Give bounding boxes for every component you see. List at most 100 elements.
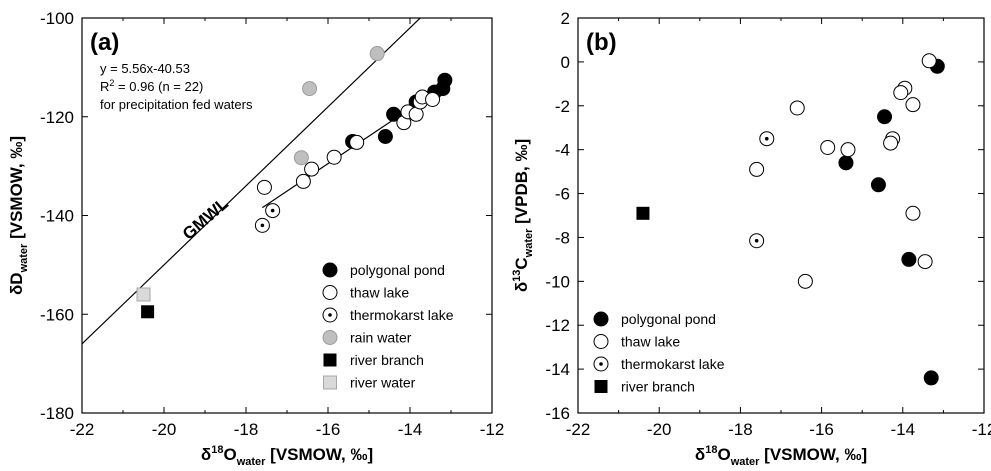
data-point (923, 370, 939, 386)
y-tick-label: -140 (40, 207, 74, 226)
panel-label: (b) (586, 29, 617, 56)
data-point (905, 97, 921, 113)
y-axis-label: δ13Cwater [VPDB, ‰] (511, 139, 535, 292)
data-point (349, 134, 365, 150)
x-tick-label: -12 (480, 420, 505, 439)
x-tick-label: -20 (152, 420, 177, 439)
data-point (326, 149, 342, 165)
x-tick-label: -14 (891, 420, 916, 439)
r-squared-annotation: R2 = 0.96 (n = 22) (100, 78, 203, 94)
legend: polygonal pond thaw lake thermokarst lake r… (593, 311, 725, 395)
gmwl-line (82, 18, 422, 345)
legend-marker (594, 380, 608, 393)
data-point (636, 206, 650, 220)
data-point (141, 305, 155, 319)
legend-marker (323, 353, 337, 367)
legend-label: river branch (350, 352, 424, 368)
legend-label: thaw lake (621, 334, 680, 350)
x-axis-label: δ18Owater [VSMOW, ‰] (695, 444, 867, 468)
data-point (820, 139, 836, 155)
regression-equation: y = 5.56x-40.53 (100, 61, 190, 76)
data-point (265, 203, 281, 219)
legend-label: polygonal pond (350, 262, 445, 278)
data-point (386, 106, 402, 122)
legend-label: river water (350, 375, 416, 391)
x-tick-label: -18 (234, 420, 259, 439)
data-point (870, 177, 886, 193)
y-tick-label: -6 (555, 185, 570, 204)
data-point (838, 155, 854, 171)
data-point (759, 131, 775, 147)
series-thaw-lake (256, 89, 441, 195)
legend-marker (323, 375, 337, 390)
legend-marker (322, 307, 338, 323)
data-point (789, 100, 805, 116)
legend-label: thaw lake (350, 285, 409, 301)
data-point (302, 81, 318, 97)
data-point (136, 287, 151, 302)
x-axis-label: δ18Owater [VSMOW, ‰] (201, 444, 373, 468)
legend-entry: thaw lake (593, 334, 680, 350)
data-point (905, 205, 921, 221)
x-tick-label: -14 (398, 420, 423, 439)
data-point (369, 46, 385, 62)
y-tick-label: -180 (40, 404, 74, 423)
series-thermokarst-lake (749, 131, 775, 249)
x-tick-label: -18 (728, 420, 753, 439)
legend-marker (322, 330, 338, 345)
legend-marker (322, 285, 338, 300)
legend-marker (593, 356, 609, 372)
legend-entry: polygonal pond (322, 262, 445, 278)
legend-label: thermokarst lake (621, 356, 725, 372)
series-thaw-lake (749, 53, 937, 289)
x-tick-label: -20 (647, 420, 672, 439)
series-rain-water (293, 46, 385, 166)
y-tick-label: -100 (40, 9, 74, 28)
y-tick-label: -14 (545, 360, 570, 379)
y-tick-label: -8 (555, 228, 570, 247)
y-tick-label: -4 (555, 141, 570, 160)
x-tick-label: -16 (316, 420, 341, 439)
data-point (797, 273, 813, 289)
x-tick-label: -22 (566, 420, 591, 439)
data-point (917, 254, 933, 270)
legend-entry: thermokarst lake (593, 356, 725, 372)
data-point (840, 142, 856, 158)
series-river-branch (636, 206, 650, 220)
y-tick-label: -2 (555, 97, 570, 116)
legend-marker (322, 262, 338, 278)
y-tick-label: -12 (545, 316, 570, 335)
data-point (893, 85, 909, 101)
legend-marker (593, 334, 609, 349)
data-point (377, 129, 393, 144)
legend-entry: river water (323, 375, 416, 391)
y-tick-label: -16 (545, 404, 570, 423)
y-tick-label: 2 (561, 9, 570, 28)
y-tick-label: -160 (40, 305, 74, 324)
data-point (293, 150, 309, 166)
legend-entry: thaw lake (322, 285, 409, 301)
y-axis-label: δDwater [VSMOW, ‰] (7, 136, 30, 295)
y-tick-label: -10 (545, 272, 570, 291)
series-thermokarst-lake (254, 203, 281, 233)
data-point (254, 217, 270, 233)
legend-label: polygonal pond (621, 311, 716, 327)
data-point (304, 161, 320, 177)
data-point (901, 251, 917, 267)
chart-panel-b: -22-20-18-16-14-12-16-14-12-10-8-6-4-202… (511, 9, 991, 468)
legend: polygonal pond thaw lake thermokarst lake r… (322, 262, 454, 391)
data-point (437, 72, 453, 88)
series-polygonal-pond (838, 58, 945, 386)
panel-label: (a) (90, 29, 119, 56)
data-point (256, 179, 272, 195)
series-river-branch (141, 305, 155, 319)
x-tick-label: -12 (972, 420, 991, 439)
legend-marker (593, 311, 609, 327)
y-tick-label: 0 (561, 53, 570, 72)
legend-label: river branch (621, 379, 695, 395)
chart-panel-a: -22 -20 -18 -16 -14 -12 -180 -160 -140 -120 -100 δ1… (7, 9, 505, 468)
series-river-water (136, 287, 151, 302)
data-point (425, 91, 441, 107)
data-point (883, 135, 899, 151)
